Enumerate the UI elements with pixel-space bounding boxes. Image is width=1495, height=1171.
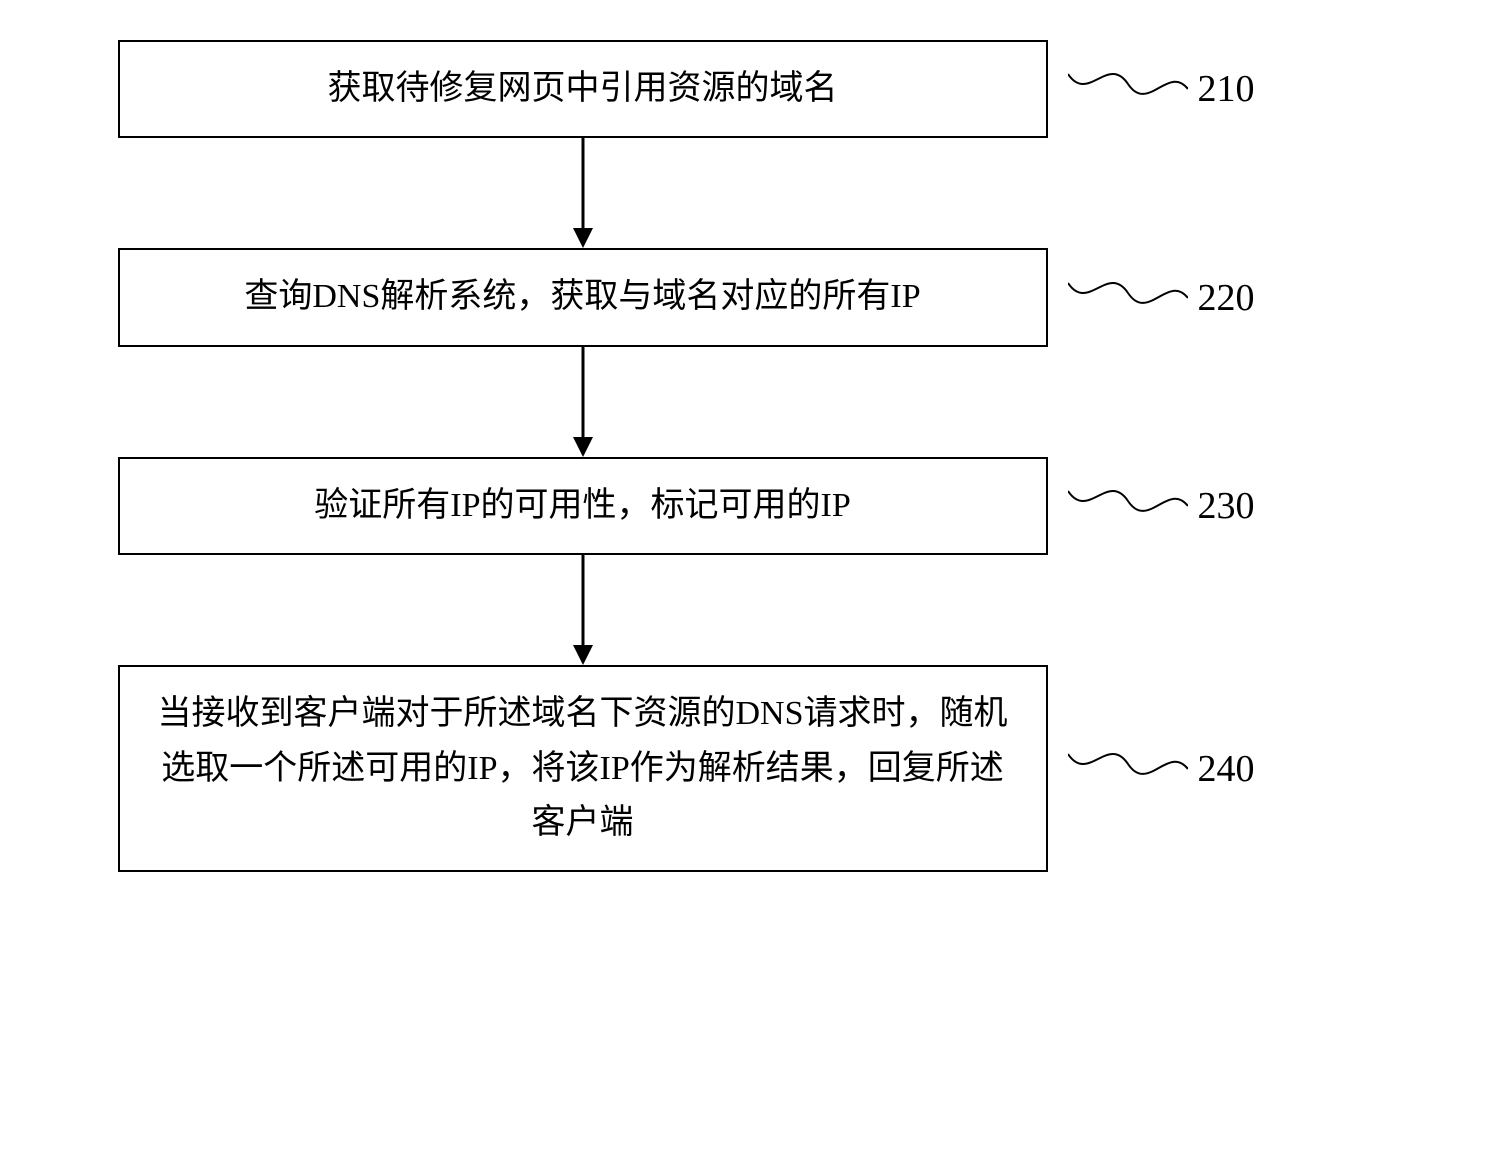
arrow-down-icon <box>563 347 603 457</box>
flow-step: 验证所有IP的可用性，标记可用的IP 230 <box>118 457 1448 555</box>
arrow-down-icon <box>563 555 603 665</box>
arrow-wrap <box>118 138 1048 248</box>
flow-label-wrap: 230 <box>1068 481 1255 531</box>
flow-box-240: 当接收到客户端对于所述域名下资源的DNS请求时，随机选取一个所述可用的IP，将该… <box>118 665 1048 872</box>
flow-box-220: 查询DNS解析系统，获取与域名对应的所有IP <box>118 248 1048 346</box>
squiggle-connector-icon <box>1068 744 1188 794</box>
flow-box-text: 查询DNS解析系统，获取与域名对应的所有IP <box>244 278 920 315</box>
flow-step-label: 220 <box>1198 276 1255 320</box>
arrow-wrap <box>118 555 1048 665</box>
flow-step-label: 210 <box>1198 67 1255 111</box>
flow-box-text: 获取待修复网页中引用资源的域名 <box>328 70 838 107</box>
squiggle-connector-icon <box>1068 64 1188 114</box>
flowchart-container: 获取待修复网页中引用资源的域名 210 查询DNS解析系统，获取与域名对应的所有… <box>48 40 1448 872</box>
squiggle-connector-icon <box>1068 273 1188 323</box>
flow-step-label: 240 <box>1198 747 1255 791</box>
squiggle-connector-icon <box>1068 481 1188 531</box>
flow-step-label: 230 <box>1198 484 1255 528</box>
arrow-down-icon <box>563 138 603 248</box>
flow-box-text: 验证所有IP的可用性，标记可用的IP <box>314 487 850 524</box>
flow-step: 当接收到客户端对于所述域名下资源的DNS请求时，随机选取一个所述可用的IP，将该… <box>118 665 1448 872</box>
flow-box-210: 获取待修复网页中引用资源的域名 <box>118 40 1048 138</box>
flow-step: 获取待修复网页中引用资源的域名 210 <box>118 40 1448 138</box>
flow-label-wrap: 210 <box>1068 64 1255 114</box>
flow-label-wrap: 240 <box>1068 744 1255 794</box>
arrow-wrap <box>118 347 1048 457</box>
flow-label-wrap: 220 <box>1068 273 1255 323</box>
flow-box-230: 验证所有IP的可用性，标记可用的IP <box>118 457 1048 555</box>
flow-step: 查询DNS解析系统，获取与域名对应的所有IP 220 <box>118 248 1448 346</box>
flow-box-text: 当接收到客户端对于所述域名下资源的DNS请求时，随机选取一个所述可用的IP，将该… <box>157 695 1007 841</box>
